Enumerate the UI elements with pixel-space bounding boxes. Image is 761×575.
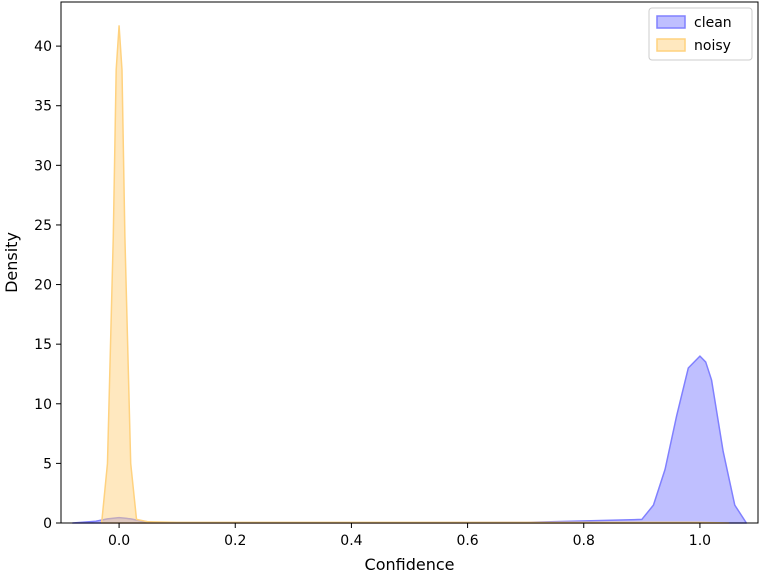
y-tick-label: 30 <box>34 158 52 174</box>
y-axis: 0 5 10 15 20 25 30 35 40 <box>34 39 61 532</box>
y-tick-label: 35 <box>34 99 52 115</box>
y-tick-label: 10 <box>34 397 52 413</box>
legend-label-clean: clean <box>694 15 732 31</box>
density-area-noisy <box>100 25 730 524</box>
x-tick-label: 0.0 <box>108 533 130 549</box>
x-axis: 0.0 0.2 0.4 0.6 0.8 1.0 <box>108 523 711 549</box>
x-tick-label: 1.0 <box>689 533 711 549</box>
legend: clean noisy <box>648 7 753 61</box>
plot-area <box>71 25 748 524</box>
x-tick-label: 0.8 <box>573 533 595 549</box>
x-tick-label: 0.2 <box>224 533 246 549</box>
y-tick-label: 25 <box>34 218 52 234</box>
y-tick-label: 20 <box>34 278 52 294</box>
y-axis-label: Density <box>2 232 21 293</box>
axes-frame <box>60 1 759 524</box>
y-tick-label: 40 <box>34 39 52 55</box>
legend-swatch-noisy <box>656 38 686 52</box>
y-tick-label: 15 <box>34 337 52 353</box>
y-tick-label: 0 <box>43 516 52 532</box>
density-area-clean <box>71 355 748 524</box>
legend-swatch-clean <box>656 15 686 29</box>
x-tick-label: 0.6 <box>456 533 478 549</box>
x-tick-label: 0.4 <box>340 533 362 549</box>
x-axis-label: Confidence <box>365 555 455 574</box>
y-tick-label: 5 <box>43 456 52 472</box>
legend-label-noisy: noisy <box>694 38 731 54</box>
